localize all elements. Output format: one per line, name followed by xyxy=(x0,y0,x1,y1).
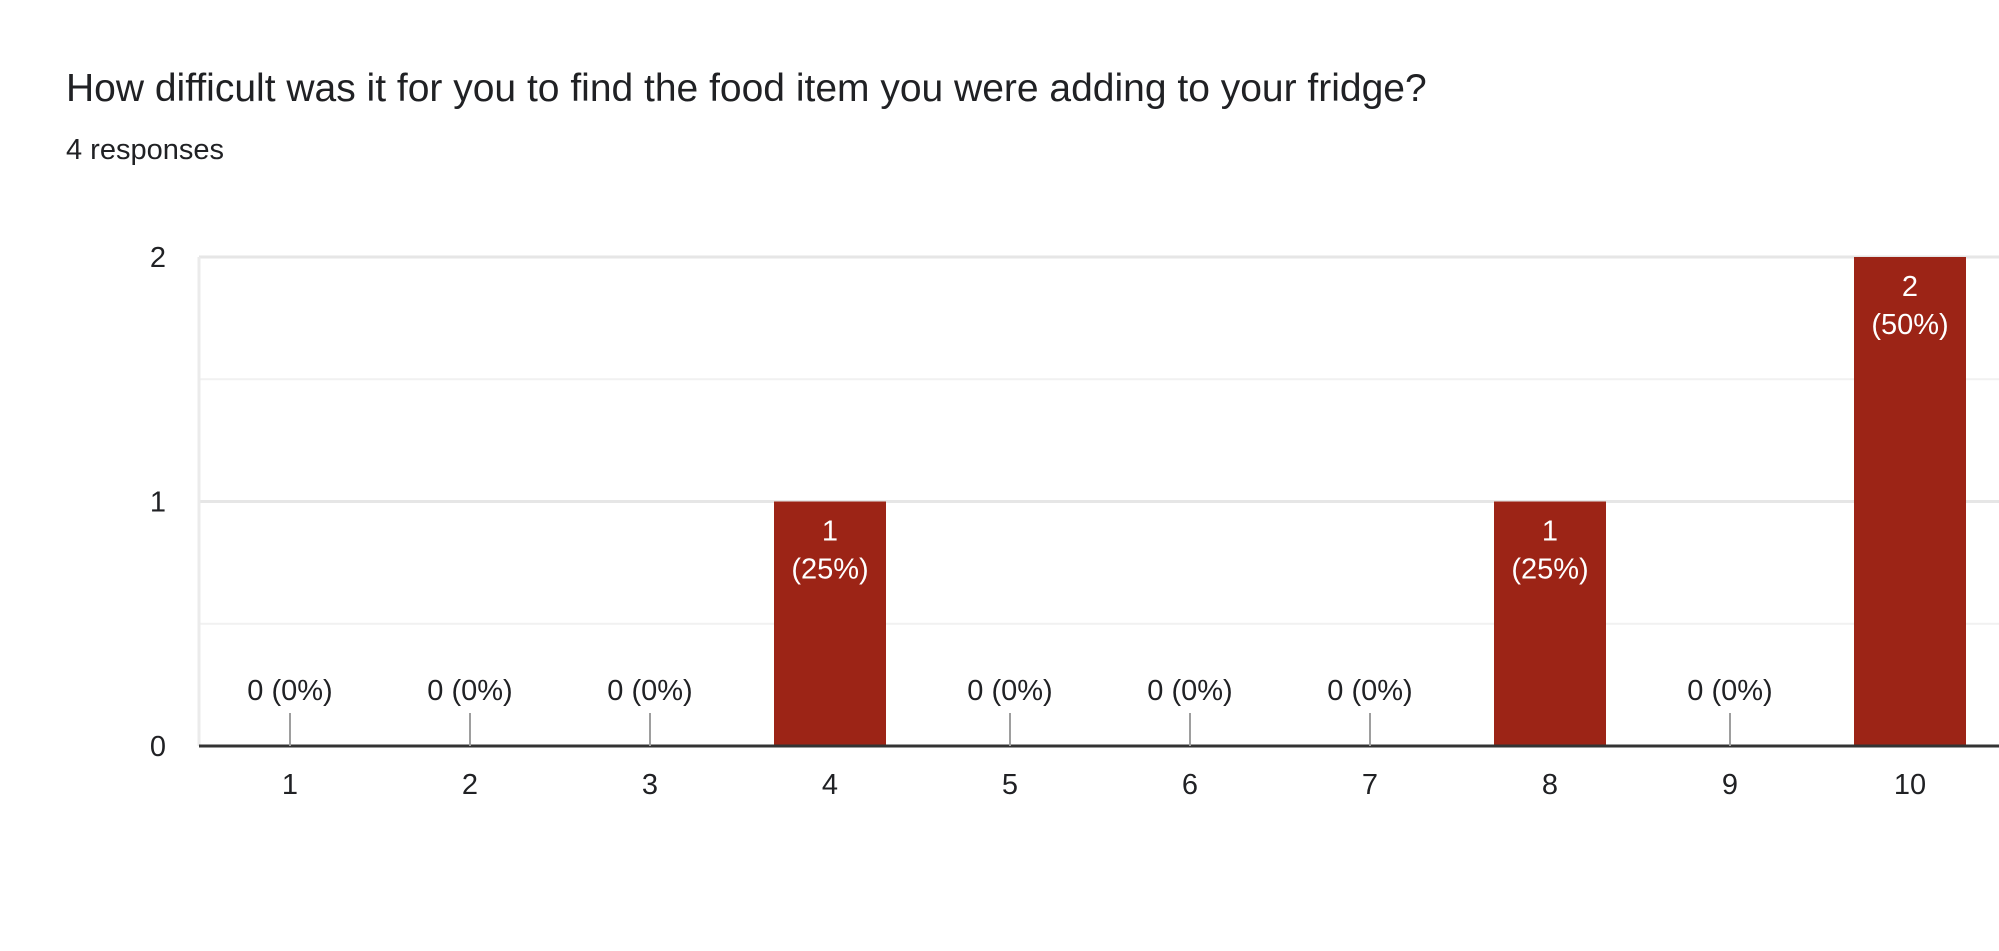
x-tick-label: 10 xyxy=(1894,769,1926,801)
question-title: How difficult was it for you to find the… xyxy=(66,67,1427,110)
bar-data-label: (50%) xyxy=(1871,309,1948,341)
y-tick-label: 1 xyxy=(150,487,166,519)
data-labels: 0 (0%) 0 (0%) 0 (0%) 1 (25%) 0 (0%) 0 (0%) 0 (0… xyxy=(247,271,1949,746)
x-tick-label: 4 xyxy=(822,769,838,801)
x-tick-label: 2 xyxy=(462,769,478,801)
x-axis: 1 2 3 4 5 6 7 8 9 10 xyxy=(199,744,1999,801)
gridlines xyxy=(197,255,1999,746)
zero-data-label: 0 (0%) xyxy=(967,675,1052,707)
x-tick-label: 1 xyxy=(282,769,298,801)
zero-data-label: 0 (0%) xyxy=(247,675,332,707)
bar-data-label: 1 xyxy=(1542,516,1558,548)
bar-data-label: (25%) xyxy=(791,554,868,586)
zero-data-label: 0 (0%) xyxy=(427,675,512,707)
y-axis-ticks: 0 1 2 xyxy=(150,242,166,763)
x-tick-label: 5 xyxy=(1002,769,1018,801)
bar xyxy=(1854,257,1966,746)
x-tick-label: 6 xyxy=(1182,769,1198,801)
bar-data-label: (25%) xyxy=(1511,554,1588,586)
zero-data-label: 0 (0%) xyxy=(1327,675,1412,707)
zero-data-label: 0 (0%) xyxy=(1687,675,1772,707)
bar xyxy=(1494,501,1606,746)
zero-data-label: 0 (0%) xyxy=(607,675,692,707)
y-tick-label: 0 xyxy=(150,731,166,763)
y-tick-label: 2 xyxy=(150,242,166,274)
x-tick-label: 9 xyxy=(1722,769,1738,801)
response-count: 4 responses xyxy=(66,134,224,166)
bar xyxy=(774,501,886,746)
x-tick-label: 8 xyxy=(1542,769,1558,801)
x-tick-label: 3 xyxy=(642,769,658,801)
x-tick-label: 7 xyxy=(1362,769,1378,801)
zero-data-label: 0 (0%) xyxy=(1147,675,1232,707)
bar-data-label: 2 xyxy=(1902,271,1918,303)
bar-data-label: 1 xyxy=(822,516,838,548)
bars xyxy=(774,257,1966,746)
